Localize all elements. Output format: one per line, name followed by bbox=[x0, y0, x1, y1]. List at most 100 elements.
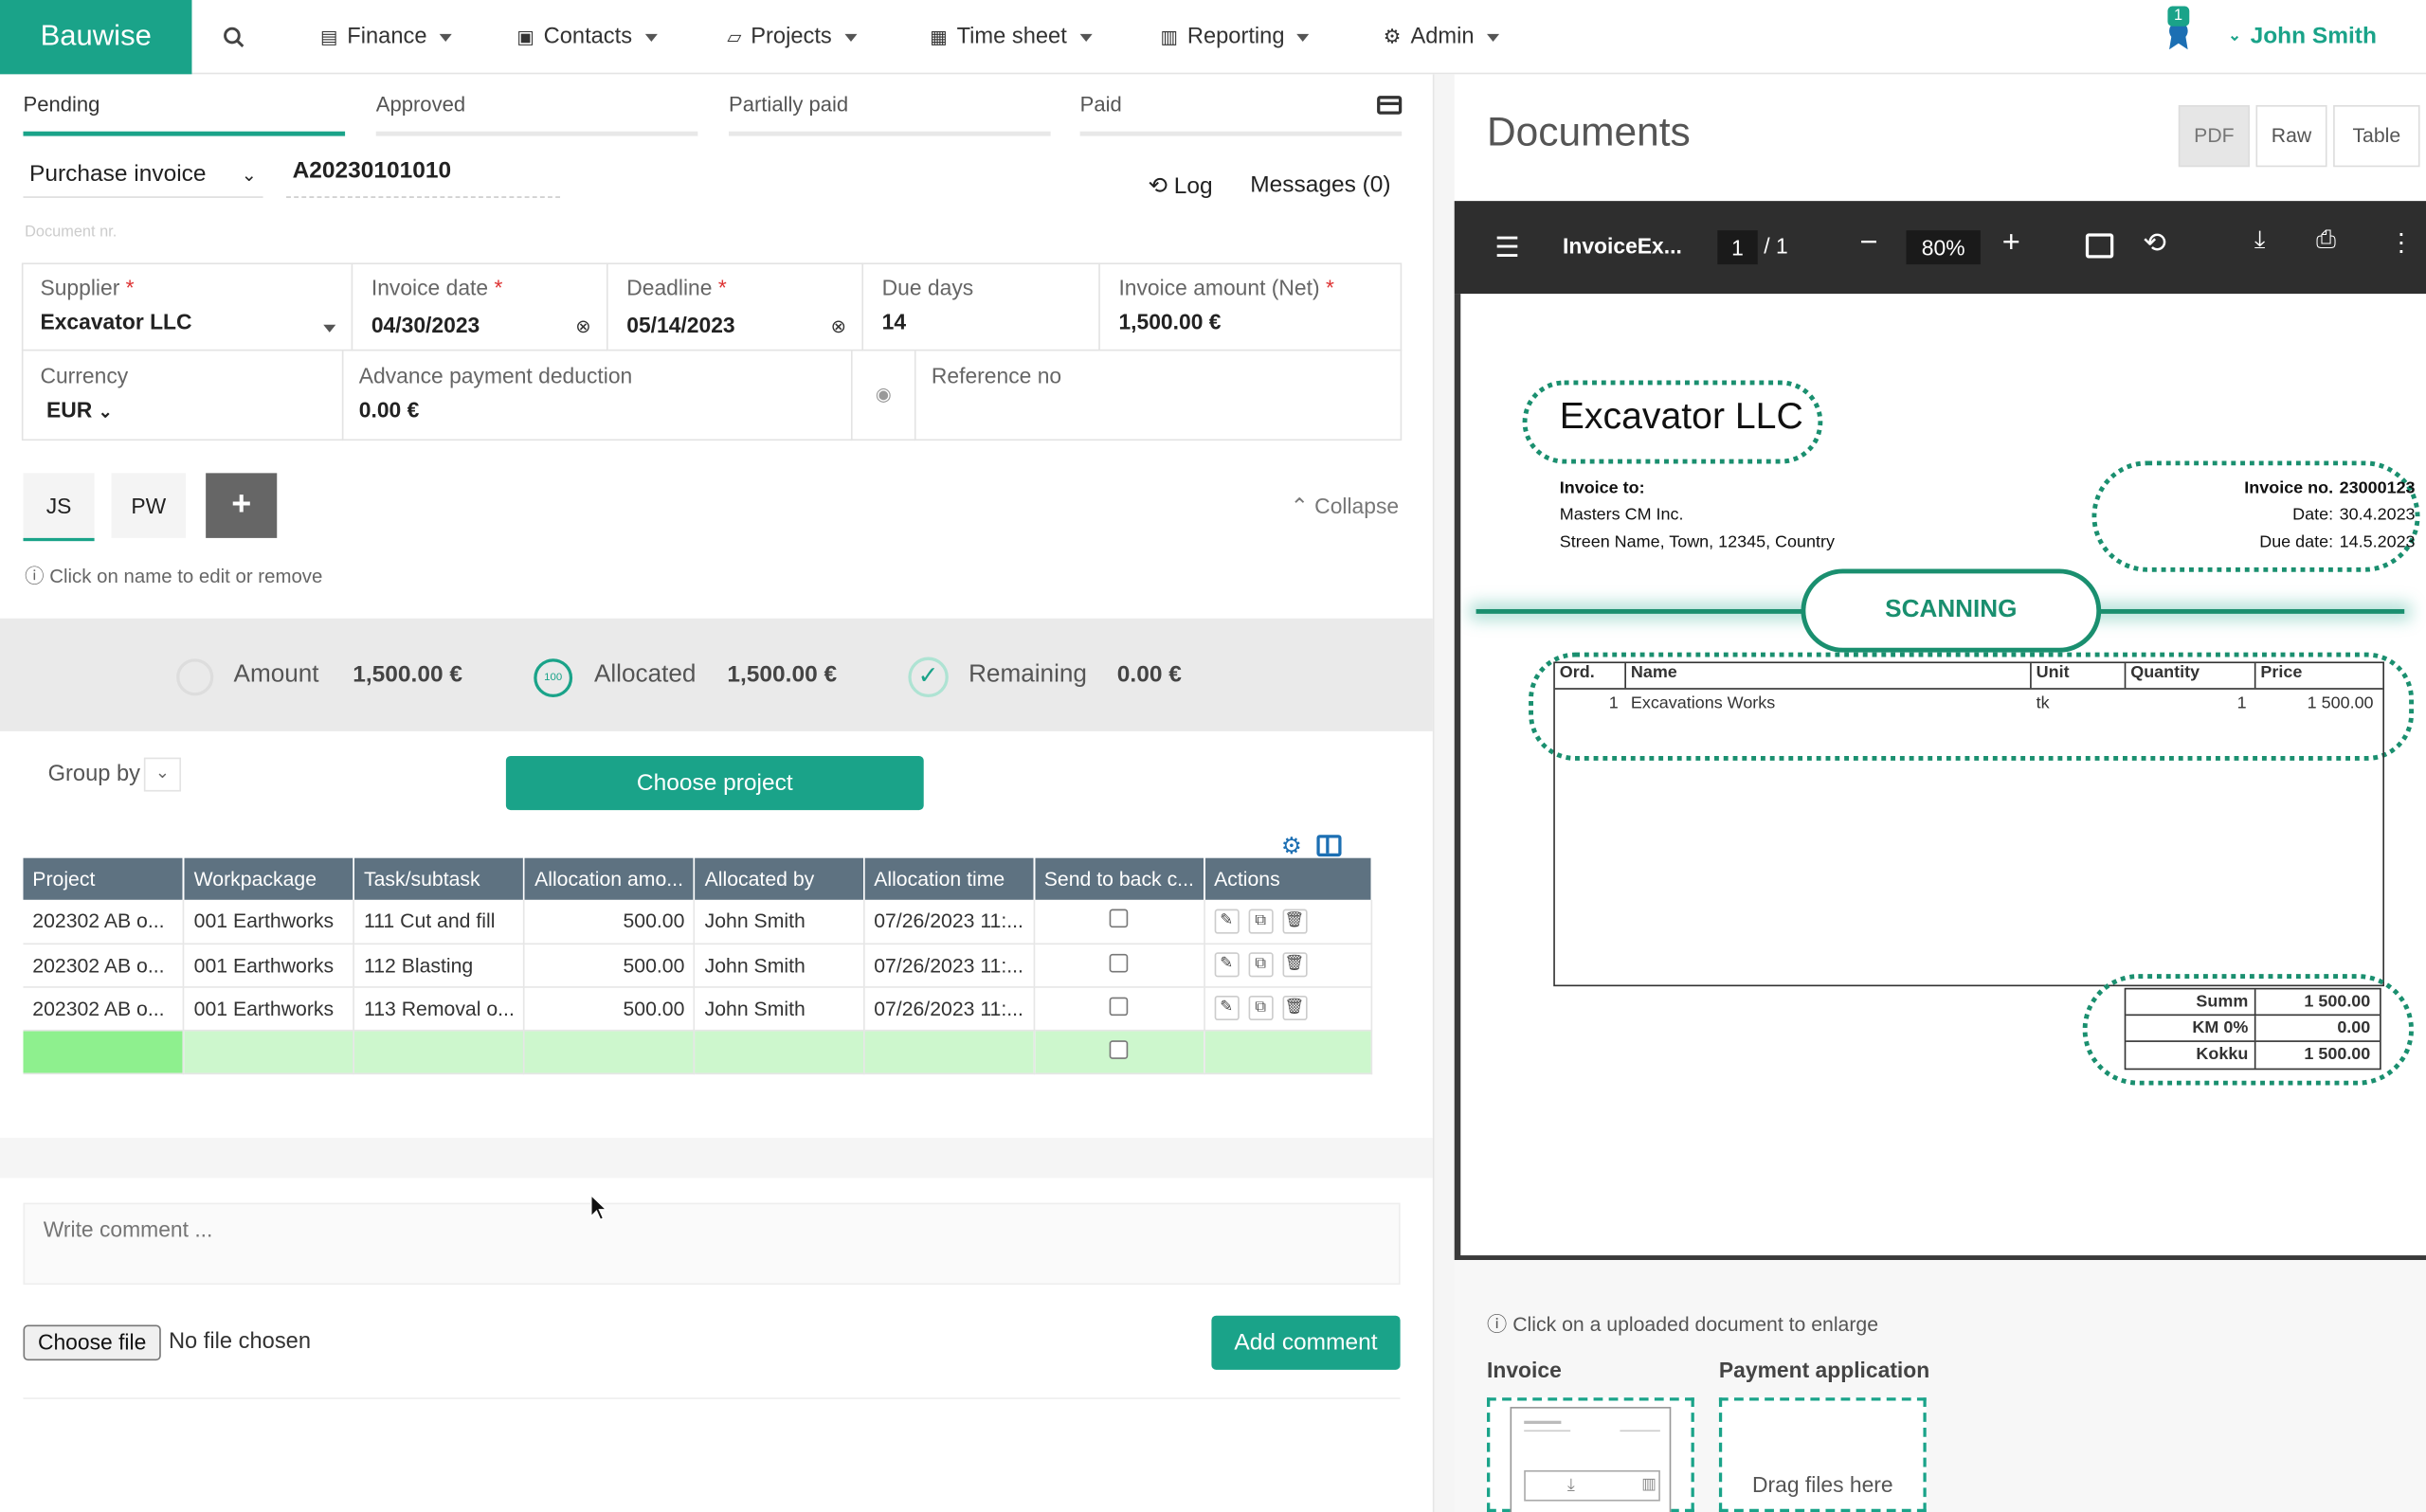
notification-button[interactable]: 1 bbox=[2163, 6, 2195, 58]
new-row-cell[interactable] bbox=[353, 1029, 526, 1074]
zoom-out-icon[interactable]: − bbox=[1859, 225, 1878, 261]
log-button[interactable]: ⟲ Log bbox=[1148, 171, 1212, 200]
new-allocation-row[interactable] bbox=[23, 1029, 1373, 1074]
required-mark: * bbox=[717, 275, 727, 300]
messages-button[interactable]: Messages (0) bbox=[1250, 171, 1391, 198]
nav-timesheet[interactable]: ▦ Time sheet bbox=[930, 0, 1092, 74]
trash-icon[interactable]: 🗑 bbox=[1281, 996, 1308, 1021]
card-icon[interactable] bbox=[1377, 96, 1403, 115]
print-icon[interactable]: ⎙ bbox=[2316, 226, 2337, 254]
trash-icon[interactable]: 🗑 bbox=[1281, 952, 1308, 978]
tab-paid[interactable]: Paid bbox=[1079, 93, 1403, 136]
add-comment-button[interactable]: Add comment bbox=[1211, 1315, 1401, 1370]
nav-projects[interactable]: ▱ Projects bbox=[727, 0, 857, 74]
view-pdf-button[interactable]: PDF bbox=[2178, 104, 2250, 168]
page-input[interactable]: 1 bbox=[1717, 230, 1758, 265]
new-row-cell[interactable] bbox=[863, 1029, 1035, 1074]
supplier-field[interactable]: Supplier * Excavator LLC bbox=[21, 262, 353, 351]
gear-icon: ⚙ bbox=[1383, 25, 1402, 48]
col-task[interactable]: Task/subtask bbox=[353, 857, 526, 900]
brand-logo[interactable]: Bauwise bbox=[0, 0, 192, 75]
nav-contacts[interactable]: ▣ Contacts bbox=[516, 0, 658, 74]
comment-input[interactable] bbox=[23, 1202, 1401, 1286]
col-allocated-by[interactable]: Allocated by bbox=[695, 857, 865, 900]
user-menu[interactable]: ⌄ John Smith bbox=[2228, 0, 2377, 74]
add-approver-button[interactable]: + bbox=[206, 473, 278, 538]
menu-icon[interactable]: ☰ bbox=[1494, 231, 1520, 263]
approver-pw[interactable]: PW bbox=[111, 473, 186, 538]
send-to-back-checkbox[interactable] bbox=[1110, 953, 1129, 972]
approver-js[interactable]: JS bbox=[23, 473, 95, 542]
zoom-input[interactable]: 80% bbox=[1906, 230, 1981, 265]
copy-icon[interactable]: ⧉ bbox=[1248, 996, 1274, 1021]
col-allocation-time[interactable]: Allocation time bbox=[863, 857, 1035, 900]
table-row[interactable]: 202302 AB o... 001 Earthworks 113 Remova… bbox=[23, 986, 1373, 1031]
clear-icon[interactable]: ⊗ bbox=[575, 315, 591, 337]
col-actions: Actions bbox=[1204, 857, 1373, 900]
edit-icon[interactable]: ✎ bbox=[1214, 996, 1240, 1021]
send-to-back-checkbox[interactable] bbox=[1110, 996, 1129, 1016]
new-row-cell[interactable] bbox=[524, 1029, 696, 1074]
col-workpackage[interactable]: Workpackage bbox=[184, 857, 355, 900]
panel-splitter[interactable] bbox=[1432, 74, 1455, 1512]
reference-field[interactable]: Reference no bbox=[916, 351, 1403, 441]
currency-field[interactable]: Currency EUR ⌄ bbox=[22, 351, 344, 441]
copy-icon[interactable]: ⧉ bbox=[1248, 909, 1274, 934]
new-row-project-cell[interactable] bbox=[23, 1029, 185, 1074]
eye-icon[interactable]: ◉ bbox=[850, 351, 916, 441]
more-options-icon[interactable]: ⋮ bbox=[2388, 230, 2415, 257]
invoice-no-label: Invoice no. bbox=[2244, 478, 2334, 498]
trash-icon[interactable]: ▥ bbox=[1641, 1476, 1657, 1494]
invoice-number-field[interactable]: A20230101010 bbox=[286, 152, 561, 198]
invoice-amount-label: Invoice amount (Net) bbox=[1118, 275, 1320, 300]
invoice-to-address: Streen Name, Town, 12345, Country bbox=[1559, 533, 1835, 552]
rotate-icon[interactable]: ⟲ bbox=[2143, 226, 2166, 259]
col-project[interactable]: Project bbox=[23, 857, 185, 900]
nav-reporting[interactable]: ▥ Reporting bbox=[1161, 0, 1310, 74]
nav-finance[interactable]: ▤ Finance bbox=[320, 0, 452, 74]
fit-page-icon[interactable] bbox=[2085, 233, 2114, 259]
view-table-button[interactable]: Table bbox=[2333, 104, 2420, 168]
choose-file-button[interactable]: Choose file bbox=[23, 1324, 161, 1361]
tab-partially-paid[interactable]: Partially paid bbox=[729, 93, 1051, 136]
invoice-amount-field[interactable]: Invoice amount (Net) * 1,500.00 € bbox=[1099, 262, 1403, 351]
send-to-back-checkbox[interactable] bbox=[1110, 909, 1129, 928]
collapse-button[interactable]: ⌃ Collapse bbox=[1291, 494, 1399, 520]
columns-icon[interactable] bbox=[1316, 835, 1342, 857]
table-row[interactable]: 202302 AB o... 001 Earthworks 112 Blasti… bbox=[23, 943, 1373, 987]
download-icon[interactable]: ⤓ bbox=[1566, 1476, 1575, 1496]
clear-icon[interactable]: ⊗ bbox=[830, 315, 847, 337]
payment-dropzone[interactable]: Drag files here bbox=[1718, 1397, 1927, 1512]
invoice-label: Invoice bbox=[1487, 1357, 1562, 1382]
search-button[interactable] bbox=[223, 0, 244, 74]
section-divider bbox=[0, 1138, 1433, 1179]
supplier-value: Excavator LLC bbox=[40, 309, 192, 334]
nav-admin[interactable]: ⚙ Admin bbox=[1384, 0, 1499, 74]
chevron-down-icon: ⌄ bbox=[98, 403, 113, 423]
invoice-thumbnail[interactable]: ⤓ ▥ bbox=[1487, 1397, 1694, 1512]
settings-gear-icon[interactable]: ⚙ bbox=[1280, 833, 1302, 860]
tab-pending[interactable]: Pending bbox=[23, 93, 346, 136]
zoom-in-icon[interactable]: + bbox=[2001, 225, 2020, 261]
download-icon[interactable]: ⤓ bbox=[2254, 226, 2266, 254]
table-row[interactable]: 202302 AB o... 001 Earthworks 111 Cut an… bbox=[23, 899, 1373, 945]
deadline-field[interactable]: Deadline * 05/14/2023 ⊗ bbox=[607, 262, 864, 351]
doc-type-select[interactable]: Purchase invoice ⌄ bbox=[23, 152, 263, 198]
edit-icon[interactable]: ✎ bbox=[1214, 952, 1240, 978]
group-by-select[interactable]: ⌄ bbox=[143, 757, 182, 792]
new-row-cell[interactable] bbox=[695, 1029, 865, 1074]
edit-icon[interactable]: ✎ bbox=[1214, 909, 1240, 934]
trash-icon[interactable]: 🗑 bbox=[1281, 909, 1308, 934]
copy-icon[interactable]: ⧉ bbox=[1248, 952, 1274, 978]
send-to-back-checkbox[interactable] bbox=[1110, 1039, 1129, 1059]
col-send-to-back[interactable]: Send to back c... bbox=[1034, 857, 1205, 900]
bar-chart-icon: ▥ bbox=[1160, 26, 1179, 48]
choose-project-button[interactable]: Choose project bbox=[505, 755, 924, 811]
due-days-field[interactable]: Due days 14 bbox=[863, 262, 1100, 351]
tab-approved[interactable]: Approved bbox=[375, 93, 698, 136]
view-raw-button[interactable]: Raw bbox=[2255, 104, 2327, 168]
col-allocation-amount[interactable]: Allocation amo... bbox=[524, 857, 696, 900]
new-row-cell[interactable] bbox=[184, 1029, 355, 1074]
advance-deduction-field[interactable]: Advance payment deduction 0.00 € bbox=[343, 351, 851, 441]
invoice-date-field[interactable]: Invoice date * 04/30/2023 ⊗ bbox=[353, 262, 608, 351]
